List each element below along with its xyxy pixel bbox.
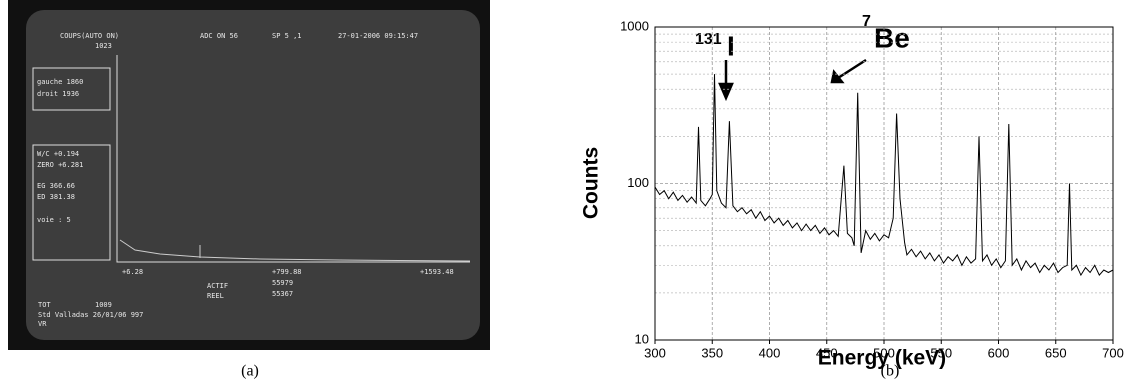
spectrum-line	[654, 74, 1114, 277]
screen-text: ACTIF	[207, 282, 228, 290]
x-tick-label: 350	[701, 345, 723, 360]
screen-text: 55367	[272, 290, 293, 298]
screen-text: TOT	[38, 301, 51, 309]
screen-text: +1593.48	[420, 268, 454, 276]
x-tick-label: 650	[1045, 345, 1067, 360]
x-tick-label: 450	[816, 345, 838, 360]
x-tick-label: 600	[988, 345, 1010, 360]
screen-text: 55979	[272, 279, 293, 287]
y-axis-label: Counts	[580, 147, 603, 219]
x-axis-label: Energy (keV)	[818, 347, 946, 370]
caption: (a)	[241, 363, 259, 380]
annotation-element: I	[727, 30, 735, 61]
caption: (b)	[881, 363, 900, 380]
screen-text: ED 381.38	[37, 193, 75, 201]
screen-text: +6.28	[122, 268, 143, 276]
screen-box	[32, 67, 111, 111]
x-tick-label: 500	[873, 345, 895, 360]
y-tick-label: 1000	[620, 18, 649, 33]
arrow	[718, 60, 734, 102]
annotation-mass: 7	[862, 13, 871, 30]
x-tick-label: 700	[1102, 345, 1124, 360]
screen-text: W/C +0.194	[37, 150, 79, 158]
screen-text: COUPS(AUTO ON)	[60, 32, 119, 40]
screen-text: Std Valladas 26/01/06 997	[38, 311, 143, 319]
y-tick-label: 10	[635, 331, 649, 346]
screen-text: ZERO +6.281	[37, 161, 83, 169]
x-tick-label: 550	[930, 345, 952, 360]
screen-text: ADC ON 56	[200, 32, 238, 40]
y-tick-label: 100	[627, 175, 649, 190]
screen-text: +799.88	[272, 268, 302, 276]
annotation-element: Be	[874, 22, 910, 53]
screen-text: EG 366.66	[37, 182, 75, 190]
screen-text: 1023	[95, 42, 112, 50]
x-tick-label: 400	[759, 345, 781, 360]
screen-text: 27-01-2006 09:15:47	[338, 32, 418, 40]
screen-text: voie : 5	[37, 216, 71, 224]
screen-text: SP 5 ,1	[272, 32, 302, 40]
screen-text: VR	[38, 320, 47, 328]
screen-text: droit 1936	[37, 90, 79, 98]
x-tick-label: 300	[644, 345, 666, 360]
annotation-mass: 131	[695, 31, 722, 48]
screen-text: 1009	[95, 301, 112, 309]
screen-axes	[116, 55, 470, 263]
screen-text: REEL	[207, 292, 224, 300]
screen-text: gauche 1860	[37, 78, 83, 86]
plot-frame	[654, 26, 1114, 341]
screen-box	[32, 144, 111, 261]
screen	[26, 10, 480, 340]
arrow	[830, 58, 867, 84]
